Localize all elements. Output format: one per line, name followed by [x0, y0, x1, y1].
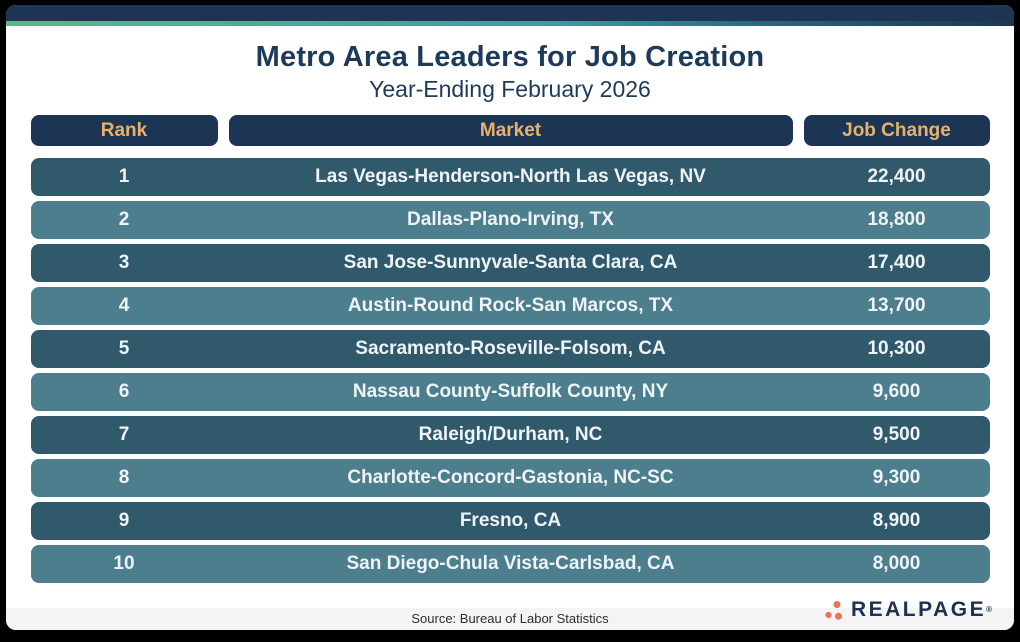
market-cell: Fresno, CA	[459, 510, 562, 531]
table-row: 9 Fresno, CA 8,900	[30, 502, 990, 540]
job-change-cell: 13,700	[867, 295, 926, 316]
job-change-cell: 10,300	[867, 338, 926, 359]
market-cell: Charlotte-Concord-Gastonia, NC-SC	[347, 467, 674, 488]
job-change-cell: 8,900	[872, 510, 921, 531]
realpage-logo: REALPAGE®	[824, 598, 992, 621]
source-note: Source: Bureau of Labor Statistics	[6, 608, 1014, 630]
job-change-cell: 9,500	[872, 424, 921, 445]
job-change-cell: 9,600	[872, 381, 921, 402]
table-body: 1 Las Vegas-Henderson-North Las Vegas, NV…	[30, 158, 990, 583]
gradient-accent-line	[6, 21, 1014, 26]
job-change-cell: 9,300	[872, 467, 921, 488]
brand-name: REALPAGE	[850, 598, 987, 621]
market-cell: San Jose-Sunnyvale-Santa Clara, CA	[343, 252, 678, 273]
rank-cell: 3	[118, 252, 130, 273]
table-row: 7 Raleigh/Durham, NC 9,500	[30, 416, 990, 454]
rank-cell: 4	[118, 295, 130, 316]
market-cell: Nassau County-Suffolk County, NY	[352, 381, 669, 402]
table-row: 10 San Diego-Chula Vista-Carlsbad, CA 8,00…	[30, 545, 990, 583]
rank-cell: 6	[118, 381, 130, 402]
market-cell: Las Vegas-Henderson-North Las Vegas, NV	[315, 166, 706, 187]
leaders-table: Rank Market Job Change 1 Las Vegas-Hender…	[30, 115, 990, 583]
table-row: 4 Austin-Round Rock-San Marcos, TX 13,700	[30, 287, 990, 325]
rank-cell: 1	[118, 166, 130, 187]
column-header-job-change: Job Change	[803, 115, 990, 146]
table-row: 1 Las Vegas-Henderson-North Las Vegas, NV…	[30, 158, 990, 196]
table-row: 5 Sacramento-Roseville-Folsom, CA 10,300	[30, 330, 990, 368]
rank-cell: 9	[118, 510, 130, 531]
top-accent-bar	[6, 5, 1014, 21]
infographic-card: Metro Area Leaders for Job Creation Year…	[6, 5, 1014, 630]
table-row: 6 Nassau County-Suffolk County, NY 9,600	[30, 373, 990, 411]
market-cell: Sacramento-Roseville-Folsom, CA	[355, 338, 666, 359]
market-cell: Dallas-Plano-Irving, TX	[407, 209, 614, 230]
page-subtitle: Year-Ending February 2026	[369, 76, 651, 102]
job-change-cell: 8,000	[872, 553, 921, 574]
rank-cell: 5	[118, 338, 130, 359]
column-header-rank: Rank	[30, 115, 218, 146]
rank-cell: 10	[113, 553, 135, 574]
market-cell: San Diego-Chula Vista-Carlsbad, CA	[346, 553, 675, 574]
rank-cell: 7	[118, 424, 130, 445]
registered-mark: ®	[986, 605, 992, 614]
table-row: 8 Charlotte-Concord-Gastonia, NC-SC 9,300	[30, 459, 990, 497]
page-title: Metro Area Leaders for Job Creation	[255, 41, 765, 73]
job-change-cell: 18,800	[867, 209, 926, 230]
market-cell: Raleigh/Durham, NC	[418, 424, 603, 445]
column-header-market: Market	[228, 115, 793, 146]
table-row: 2 Dallas-Plano-Irving, TX 18,800	[30, 201, 990, 239]
table-header-row: Rank Market Job Change	[30, 115, 990, 146]
market-cell: Austin-Round Rock-San Marcos, TX	[347, 295, 674, 316]
job-change-cell: 22,400	[867, 166, 926, 187]
job-change-cell: 17,400	[867, 252, 926, 273]
rank-cell: 2	[118, 209, 130, 230]
table-row: 3 San Jose-Sunnyvale-Santa Clara, CA 17,40…	[30, 244, 990, 282]
realpage-logo-text: REALPAGE®	[851, 598, 992, 621]
rank-cell: 8	[118, 467, 130, 488]
realpage-logo-dots-icon	[825, 601, 842, 620]
